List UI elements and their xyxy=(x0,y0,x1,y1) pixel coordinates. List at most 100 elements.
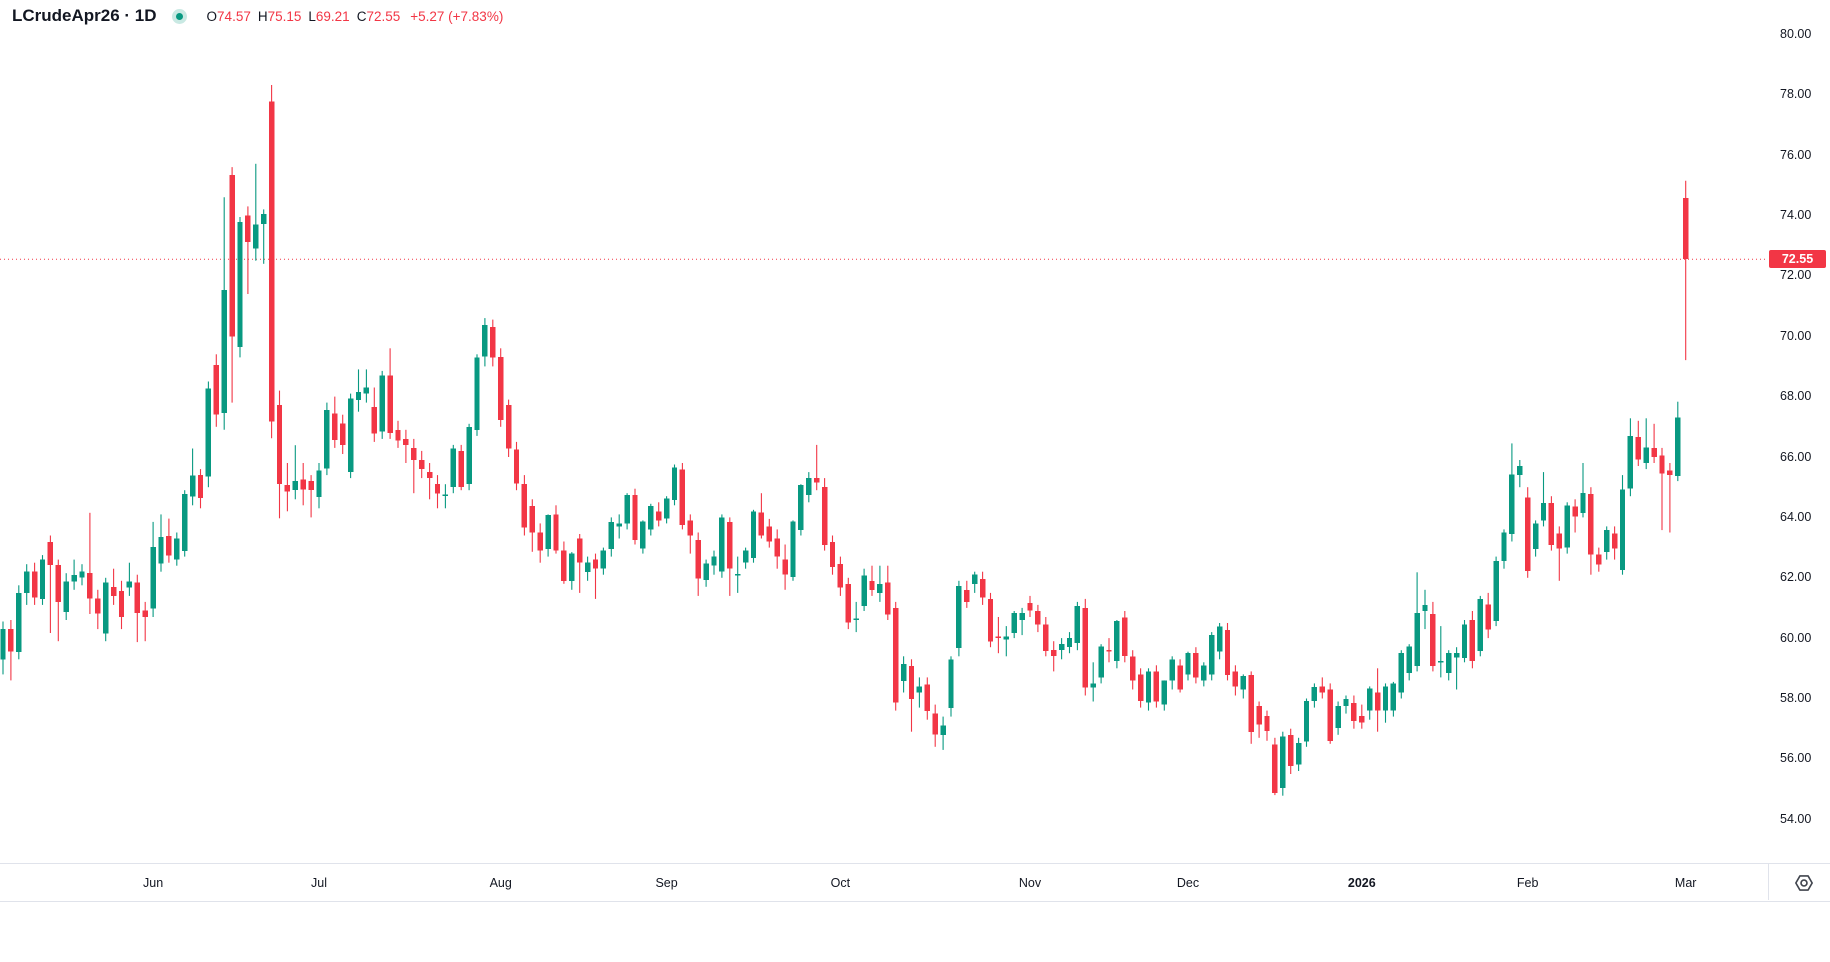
candle xyxy=(221,197,227,430)
price-tick-label: 80.00 xyxy=(1780,26,1812,41)
price-tick-label: 62.00 xyxy=(1780,570,1812,585)
candle xyxy=(261,209,267,264)
candle xyxy=(1643,418,1649,470)
candle xyxy=(300,463,306,506)
candle xyxy=(679,463,686,530)
candle xyxy=(1327,683,1333,744)
candle xyxy=(1651,423,1657,463)
candle xyxy=(790,520,796,581)
candle xyxy=(1256,701,1262,738)
candle xyxy=(39,555,46,605)
candle xyxy=(1058,638,1065,660)
candle xyxy=(798,484,804,536)
ohlc-low: L69.21 xyxy=(308,8,350,24)
candle xyxy=(1611,526,1618,560)
candle xyxy=(1548,496,1555,551)
candle xyxy=(1461,620,1468,663)
candle xyxy=(1051,641,1057,672)
price-tick-label: 64.00 xyxy=(1780,509,1812,524)
candle xyxy=(774,529,780,569)
price-axis[interactable]: 72.55 80.00 78.00 76.00 74.00 72.00 70.00 68.0… xyxy=(1768,0,1830,863)
candle xyxy=(727,517,733,596)
time-tick-label: Jun xyxy=(143,875,164,890)
symbol-title[interactable]: LCrudeApr26 · 1D xyxy=(12,6,157,25)
candle xyxy=(458,444,464,491)
price-tick-label: 68.00 xyxy=(1780,389,1812,404)
candle xyxy=(1414,572,1420,672)
candle xyxy=(1177,659,1183,693)
candle xyxy=(640,520,646,554)
candle xyxy=(656,502,662,527)
candle xyxy=(1572,499,1578,533)
candle xyxy=(0,621,6,675)
candle xyxy=(1216,623,1223,660)
candle xyxy=(1209,632,1215,681)
candle xyxy=(379,370,385,439)
candlestick-chart[interactable] xyxy=(0,0,1768,863)
candle xyxy=(1619,475,1626,575)
candle xyxy=(71,559,77,590)
candle xyxy=(1469,611,1476,669)
candle xyxy=(1359,704,1365,729)
candle xyxy=(150,521,156,617)
market-status-icon xyxy=(171,8,187,24)
candle xyxy=(521,475,528,536)
candle xyxy=(1288,728,1294,774)
candle xyxy=(814,444,820,491)
candle xyxy=(1501,529,1507,569)
candle xyxy=(1082,598,1088,696)
candle xyxy=(1185,651,1191,681)
candle xyxy=(213,354,219,427)
candle xyxy=(1604,526,1610,560)
candle xyxy=(1422,589,1428,630)
candle xyxy=(8,620,14,681)
candle xyxy=(1564,502,1570,554)
candle xyxy=(268,85,275,439)
candle xyxy=(1509,443,1515,542)
candle xyxy=(276,390,283,519)
candle xyxy=(569,552,575,590)
candle xyxy=(324,402,330,476)
candle xyxy=(87,512,93,614)
candle xyxy=(292,445,298,500)
candle xyxy=(189,448,196,506)
candle xyxy=(371,387,377,442)
candle xyxy=(829,535,836,575)
candle xyxy=(1311,683,1318,708)
candle xyxy=(742,547,749,569)
candle xyxy=(853,601,859,633)
candle xyxy=(592,553,599,599)
candle xyxy=(237,217,243,358)
candle xyxy=(1540,472,1547,527)
candle xyxy=(482,318,488,367)
candle xyxy=(600,547,607,575)
candle xyxy=(695,532,701,596)
price-change: +5.27 (+7.83%) xyxy=(410,8,504,24)
candle xyxy=(1446,650,1452,681)
candle xyxy=(1074,601,1081,651)
time-axis[interactable]: Jun Jul Aug Sep Oct Nov Dec 2026 Feb Mar xyxy=(0,863,1830,902)
candle xyxy=(1438,626,1444,678)
candle xyxy=(1532,520,1539,557)
settings-icon[interactable] xyxy=(1793,872,1815,894)
candle xyxy=(411,438,417,494)
candle xyxy=(553,505,559,554)
price-tick-label: 66.00 xyxy=(1780,449,1812,464)
candle xyxy=(908,659,915,732)
candle xyxy=(1580,463,1586,518)
candle xyxy=(63,573,69,620)
candle xyxy=(284,463,291,512)
candle xyxy=(782,544,788,590)
candle xyxy=(1043,617,1049,657)
price-tick-label: 78.00 xyxy=(1780,87,1812,102)
candle xyxy=(126,562,133,596)
candle xyxy=(1019,607,1025,636)
candle xyxy=(1493,556,1499,627)
candle xyxy=(877,565,883,602)
candle xyxy=(719,514,725,578)
candle xyxy=(1635,420,1641,466)
candle xyxy=(869,565,875,596)
candle xyxy=(1280,731,1286,796)
candle xyxy=(16,585,22,660)
candle xyxy=(663,496,670,524)
